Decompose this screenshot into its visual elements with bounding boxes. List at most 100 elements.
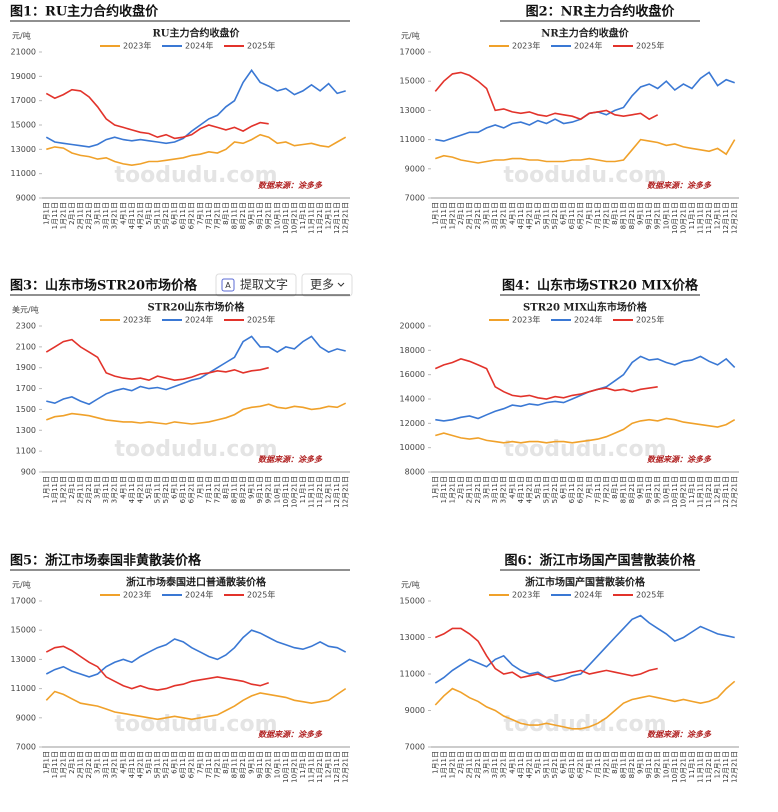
x-tick-label: 10月21日: [679, 202, 687, 234]
y-tick-label: 13000: [11, 145, 36, 154]
x-tick-label: 11月21日: [316, 751, 324, 783]
y-tick-label: 1100: [16, 447, 36, 456]
x-tick-label: 9月11日: [645, 202, 653, 229]
x-tick-label: 12月1日: [325, 751, 333, 778]
x-tick-label: 12月11日: [722, 476, 730, 508]
x-tick-label: 2月1日: [68, 751, 76, 774]
source-annotation: 数据来源：涂多多: [258, 180, 323, 190]
more-chevron: [337, 282, 345, 287]
x-tick-label: 9月11日: [645, 476, 653, 503]
y-tick-label: 15000: [400, 77, 425, 86]
x-tick-label: 11月1日: [299, 751, 307, 778]
x-tick-label: 2月21日: [85, 751, 93, 778]
y-tick-label: 13000: [11, 655, 36, 664]
x-tick-label: 9月21日: [265, 751, 273, 778]
x-tick-label: 4月21日: [136, 751, 144, 778]
y-tick-label: 11000: [11, 169, 36, 178]
x-tick-label: 10月1日: [273, 202, 281, 229]
x-tick-label: 7月21日: [602, 476, 610, 503]
more-label[interactable]: 更多: [310, 278, 334, 292]
x-tick-label: 8月1日: [222, 751, 230, 774]
x-tick-label: 11月21日: [705, 751, 713, 783]
series-line: [45, 629, 347, 678]
x-tick-label: 4月1日: [119, 202, 127, 225]
x-tick-label: 11月11日: [697, 202, 705, 234]
x-tick-label: 10月21日: [290, 751, 298, 783]
x-tick-label: 11月1日: [299, 476, 307, 503]
x-tick-label: 6月11日: [568, 476, 576, 503]
x-tick-label: 10月21日: [290, 476, 298, 508]
watermark: toodudu.com: [114, 437, 277, 462]
x-tick-label: 4月1日: [119, 751, 127, 774]
series-line: [435, 417, 736, 444]
series-line: [434, 614, 735, 684]
x-tick-label: 9月21日: [654, 476, 662, 503]
x-tick-label: 6月1日: [560, 476, 568, 499]
legend-label: 2023年: [123, 590, 151, 600]
x-tick-label: 1月11日: [440, 476, 448, 503]
x-tick-label: 1月1日: [431, 202, 439, 225]
x-tick-label: 7月1日: [585, 202, 593, 225]
x-tick-label: 1月11日: [51, 476, 59, 503]
x-tick-label: 9月11日: [256, 751, 264, 778]
x-tick-label: 4月1日: [508, 202, 516, 225]
legend-label: 2025年: [247, 41, 275, 51]
x-tick-label: 10月11日: [671, 751, 679, 783]
x-tick-label: 9月1日: [637, 476, 645, 499]
source-annotation: 数据来源：涂多多: [647, 454, 712, 464]
series-line: [434, 627, 658, 679]
chart-title: STR20 MIX山东市场价格: [523, 301, 648, 314]
watermark: toodudu.com: [503, 163, 666, 188]
legend-label: 2023年: [512, 590, 540, 600]
y-tick-label: 9000: [16, 194, 36, 203]
x-tick-label: 9月21日: [265, 202, 273, 229]
x-tick-label: 10月11日: [282, 202, 290, 234]
x-tick-label: 1月21日: [59, 476, 67, 503]
watermark: toodudu.com: [114, 163, 277, 188]
source-annotation: 数据来源：涂多多: [258, 729, 323, 739]
figure-caption: 图4：山东市场STR20 MIX价格: [502, 278, 699, 294]
legend-label: 2023年: [512, 315, 540, 325]
y-tick-label: 13000: [400, 633, 425, 642]
x-tick-label: 3月21日: [500, 202, 508, 229]
legend-label: 2024年: [185, 41, 213, 51]
x-tick-label: 2月11日: [77, 202, 85, 229]
x-tick-label: 8月11日: [620, 202, 628, 229]
y-tick-label: 1500: [16, 405, 36, 414]
x-tick-label: 7月21日: [213, 751, 221, 778]
y-tick-label: 2300: [16, 322, 36, 331]
y-tick-label: 10000: [400, 443, 425, 452]
x-tick-label: 12月1日: [714, 751, 722, 778]
extract-text-label[interactable]: 提取文字: [240, 277, 288, 292]
x-tick-label: 1月21日: [59, 202, 67, 229]
x-tick-label: 4月1日: [508, 476, 516, 499]
x-tick-label: 3月21日: [111, 202, 119, 229]
x-tick-label: 2月1日: [68, 202, 76, 225]
x-tick-label: 8月21日: [239, 476, 247, 503]
x-tick-label: 6月11日: [568, 202, 576, 229]
y-axis-unit: 元/吨: [12, 31, 31, 41]
y-tick-label: 900: [21, 468, 36, 477]
legend-label: 2023年: [123, 315, 151, 325]
x-tick-label: 8月1日: [222, 202, 230, 225]
source-annotation: 数据来源：涂多多: [258, 454, 323, 464]
x-tick-label: 1月11日: [440, 751, 448, 778]
x-tick-label: 9月21日: [654, 751, 662, 778]
x-tick-label: 1月1日: [431, 751, 439, 774]
y-tick-label: 15000: [11, 121, 36, 130]
y-tick-label: 17000: [11, 96, 36, 105]
more-button[interactable]: [301, 273, 353, 297]
x-tick-label: 10月1日: [662, 476, 670, 503]
legend-label: 2023年: [123, 41, 151, 51]
x-tick-label: 11月11日: [308, 751, 316, 783]
x-tick-label: 8月11日: [231, 476, 239, 503]
x-tick-label: 6月21日: [577, 476, 585, 503]
x-tick-label: 5月11日: [543, 751, 551, 778]
x-tick-label: 12月21日: [731, 751, 739, 783]
x-tick-label: 12月1日: [714, 202, 722, 229]
extract-text-button[interactable]: [215, 273, 297, 297]
x-tick-label: 12月21日: [342, 476, 350, 508]
x-tick-label: 8月1日: [611, 202, 619, 225]
x-tick-label: 5月1日: [145, 202, 153, 225]
y-tick-label: 15000: [11, 626, 36, 635]
